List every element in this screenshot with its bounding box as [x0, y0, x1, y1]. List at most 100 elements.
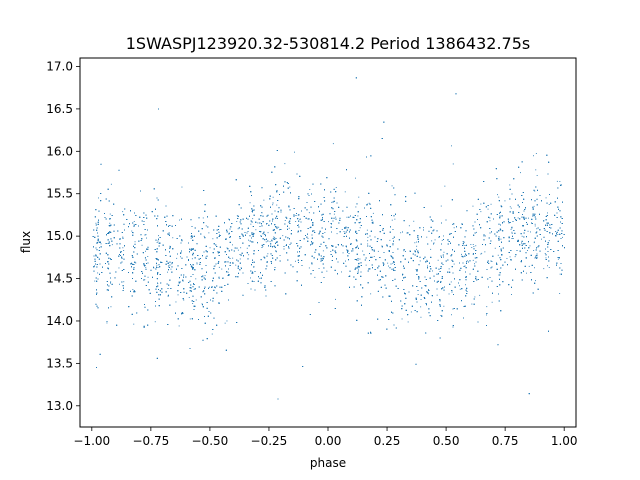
data-point: [232, 244, 233, 246]
data-point: [387, 262, 389, 264]
data-point: [544, 253, 546, 254]
data-point: [517, 217, 519, 219]
data-point: [476, 231, 477, 233]
data-point: [192, 268, 194, 270]
data-point: [227, 271, 229, 273]
data-point: [426, 236, 428, 238]
data-point: [168, 294, 169, 296]
data-point: [391, 219, 393, 221]
data-point: [520, 172, 521, 174]
data-point: [191, 258, 193, 260]
data-point: [208, 232, 210, 234]
data-point: [169, 245, 171, 247]
data-point: [175, 301, 177, 303]
data-point: [335, 187, 337, 188]
data-point: [145, 250, 146, 252]
data-point: [365, 264, 367, 266]
data-point: [400, 232, 402, 234]
data-point: [299, 218, 301, 220]
data-point: [318, 268, 320, 269]
data-point: [465, 284, 466, 286]
data-point: [530, 231, 531, 233]
data-point: [392, 280, 393, 281]
data-point: [123, 250, 125, 251]
data-point: [491, 261, 493, 262]
data-point: [181, 186, 183, 188]
data-point: [215, 287, 216, 289]
data-point: [474, 263, 475, 265]
data-point: [452, 308, 454, 310]
data-point: [179, 219, 180, 221]
data-point: [324, 200, 326, 201]
data-point: [420, 306, 422, 308]
data-point: [331, 201, 333, 203]
data-point: [271, 239, 272, 241]
data-point: [341, 229, 343, 230]
data-point: [509, 256, 511, 258]
data-point: [172, 237, 174, 239]
data-point: [182, 280, 184, 282]
data-point: [437, 259, 439, 261]
data-point: [273, 236, 275, 238]
data-point: [133, 323, 135, 325]
data-point: [324, 200, 326, 202]
data-point: [335, 298, 336, 300]
data-point: [294, 151, 295, 153]
data-point: [98, 197, 99, 199]
data-point: [466, 260, 468, 262]
data-point: [147, 276, 149, 278]
data-point: [511, 231, 513, 233]
data-point: [122, 236, 124, 238]
data-point: [440, 205, 442, 207]
data-point: [308, 267, 310, 269]
data-point: [423, 227, 424, 229]
data-point: [295, 260, 296, 262]
data-point: [511, 226, 513, 228]
data-point: [332, 143, 334, 145]
data-point: [533, 250, 535, 251]
data-point: [452, 163, 454, 165]
data-point: [350, 243, 352, 244]
data-point: [543, 228, 545, 230]
data-point: [156, 264, 158, 266]
data-point: [203, 235, 205, 237]
data-point: [107, 243, 109, 244]
data-point: [559, 273, 561, 275]
data-point: [146, 237, 147, 239]
data-point: [240, 247, 242, 249]
data-point: [535, 255, 537, 257]
data-point: [533, 205, 535, 207]
data-point: [279, 229, 280, 231]
data-point: [324, 232, 326, 233]
data-point: [257, 222, 259, 224]
data-point: [535, 153, 537, 154]
data-point: [497, 194, 498, 196]
data-point: [346, 216, 348, 218]
data-point: [209, 286, 210, 288]
data-point: [249, 202, 251, 204]
data-point: [473, 246, 475, 247]
data-point: [377, 250, 379, 252]
data-point: [491, 301, 493, 303]
data-point: [489, 217, 491, 219]
data-point: [372, 221, 374, 223]
data-point: [368, 202, 370, 204]
data-point: [360, 221, 361, 223]
data-point: [100, 243, 102, 245]
data-point: [355, 177, 356, 179]
data-point: [190, 237, 192, 239]
data-point: [408, 225, 410, 227]
data-point: [237, 228, 239, 230]
data-point: [499, 238, 500, 240]
data-point: [183, 299, 185, 301]
data-point: [420, 316, 422, 318]
data-point: [269, 241, 271, 243]
data-point: [211, 333, 213, 335]
data-point: [250, 277, 251, 279]
data-point: [177, 294, 179, 296]
data-point: [180, 256, 181, 258]
data-point: [157, 283, 159, 285]
data-point: [158, 235, 159, 237]
data-point: [259, 277, 261, 279]
data-point: [484, 235, 486, 237]
